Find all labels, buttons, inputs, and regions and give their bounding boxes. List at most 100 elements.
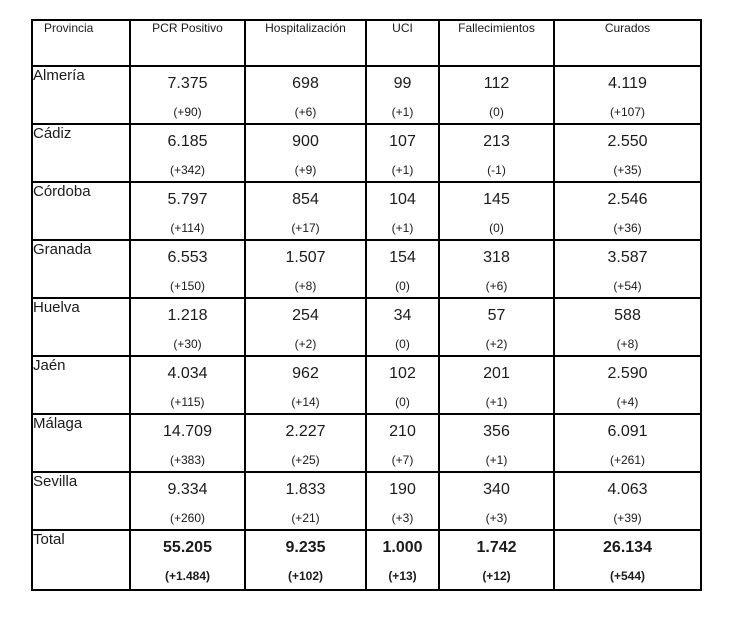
cell-value: 7.375 — [167, 75, 208, 92]
data-cell: 9.334 (+260) — [129, 471, 246, 531]
cell-value: 1.000 — [382, 539, 423, 556]
header-row: Provincia PCR Positivo Hospitalización U… — [31, 19, 702, 67]
table-row: Málaga 14.709 (+383) 2.227 (+25) 210 (+7… — [31, 413, 702, 473]
cell-delta: (-1) — [487, 163, 506, 177]
data-cell: 7.375 (+90) — [129, 65, 246, 125]
data-cell: 9.235 (+102) — [244, 529, 367, 591]
cell-delta: (+2) — [294, 337, 317, 351]
cell-value: 210 — [389, 423, 416, 440]
cell-value: 154 — [389, 249, 416, 266]
cell-delta: (+1) — [485, 395, 508, 409]
cell-delta: (+3) — [485, 511, 508, 525]
data-cell: 2.227 (+25) — [244, 413, 367, 473]
province-cell: Sevilla — [31, 471, 131, 531]
cell-value: 2.550 — [607, 133, 648, 150]
table-row: Granada 6.553 (+150) 1.507 (+8) 154 (0) … — [31, 239, 702, 299]
data-cell: 112 (0) — [438, 65, 555, 125]
province-cell: Almería — [31, 65, 131, 125]
cell-value: 962 — [292, 365, 319, 382]
cell-value: 4.063 — [607, 481, 648, 498]
cell-delta: (+1) — [391, 221, 414, 235]
cell-value: 112 — [483, 75, 510, 92]
cell-delta: (+35) — [613, 163, 642, 177]
cell-delta: (+261) — [609, 453, 646, 467]
table-row: Córdoba 5.797 (+114) 854 (+17) 104 (+1) … — [31, 181, 702, 241]
cell-value: 318 — [483, 249, 510, 266]
cell-value: 2.590 — [607, 365, 648, 382]
cell-value: 900 — [292, 133, 319, 150]
cell-value: 854 — [292, 191, 319, 208]
cell-value: 340 — [483, 481, 510, 498]
cell-delta: (+1.484) — [164, 569, 211, 583]
data-cell: 254 (+2) — [244, 297, 367, 357]
cell-value: 3.587 — [607, 249, 648, 266]
cell-value: 213 — [483, 133, 510, 150]
cell-delta: (+6) — [485, 279, 508, 293]
cell-delta: (+8) — [616, 337, 639, 351]
province-cell: Málaga — [31, 413, 131, 473]
cell-delta: (+383) — [169, 453, 206, 467]
cell-value: 5.797 — [167, 191, 208, 208]
data-cell: 201 (+1) — [438, 355, 555, 415]
data-cell: 55.205 (+1.484) — [129, 529, 246, 591]
cell-value: 201 — [483, 365, 510, 382]
column-header-curados: Curados — [553, 19, 702, 67]
cell-value: 9.235 — [285, 539, 326, 556]
column-header-provincia: Provincia — [31, 19, 131, 67]
cell-delta: (+3) — [391, 511, 414, 525]
cell-delta: (+544) — [609, 569, 646, 583]
cell-delta: (+1) — [391, 105, 414, 119]
cell-value: 26.134 — [603, 539, 652, 556]
cell-delta: (0) — [395, 337, 410, 351]
cell-delta: (+2) — [485, 337, 508, 351]
cell-value: 1.742 — [476, 539, 517, 556]
cell-value: 57 — [487, 307, 506, 324]
data-cell: 104 (+1) — [365, 181, 440, 241]
data-cell: 340 (+3) — [438, 471, 555, 531]
cell-value: 1.218 — [167, 307, 208, 324]
cell-delta: (+21) — [291, 511, 320, 525]
data-cell: 2.546 (+36) — [553, 181, 702, 241]
cell-value: 145 — [483, 191, 510, 208]
cell-delta: (+25) — [291, 453, 320, 467]
province-cell: Jaén — [31, 355, 131, 415]
column-header-pcr-positivo: PCR Positivo — [129, 19, 246, 67]
data-cell: 154 (0) — [365, 239, 440, 299]
cell-delta: (+9) — [294, 163, 317, 177]
data-cell: 2.550 (+35) — [553, 123, 702, 183]
table-row: Almería 7.375 (+90) 698 (+6) 99 (+1) 112… — [31, 65, 702, 125]
cell-delta: (+7) — [391, 453, 414, 467]
cell-delta: (0) — [395, 279, 410, 293]
cell-value: 356 — [483, 423, 510, 440]
data-cell: 145 (0) — [438, 181, 555, 241]
province-cell: Córdoba — [31, 181, 131, 241]
province-cell: Cádiz — [31, 123, 131, 183]
data-cell: 57 (+2) — [438, 297, 555, 357]
cell-value: 2.546 — [607, 191, 648, 208]
data-cell: 1.742 (+12) — [438, 529, 555, 591]
data-cell: 14.709 (+383) — [129, 413, 246, 473]
data-cell: 99 (+1) — [365, 65, 440, 125]
data-cell: 213 (-1) — [438, 123, 555, 183]
cell-value: 588 — [614, 307, 641, 324]
cell-delta: (0) — [489, 105, 504, 119]
cell-value: 55.205 — [163, 539, 212, 556]
data-cell: 210 (+7) — [365, 413, 440, 473]
cell-value: 14.709 — [163, 423, 212, 440]
data-cell: 107 (+1) — [365, 123, 440, 183]
data-cell: 356 (+1) — [438, 413, 555, 473]
data-cell: 962 (+14) — [244, 355, 367, 415]
cell-delta: (0) — [489, 221, 504, 235]
cell-delta: (+102) — [287, 569, 324, 583]
table-row: Cádiz 6.185 (+342) 900 (+9) 107 (+1) 213… — [31, 123, 702, 183]
cell-delta: (+14) — [291, 395, 320, 409]
table-row: Sevilla 9.334 (+260) 1.833 (+21) 190 (+3… — [31, 471, 702, 531]
cell-value: 190 — [389, 481, 416, 498]
cell-value: 9.334 — [167, 481, 208, 498]
data-cell: 4.034 (+115) — [129, 355, 246, 415]
column-header-fallecimientos: Fallecimientos — [438, 19, 555, 67]
cell-delta: (+13) — [388, 569, 417, 583]
data-cell: 318 (+6) — [438, 239, 555, 299]
province-cell: Huelva — [31, 297, 131, 357]
